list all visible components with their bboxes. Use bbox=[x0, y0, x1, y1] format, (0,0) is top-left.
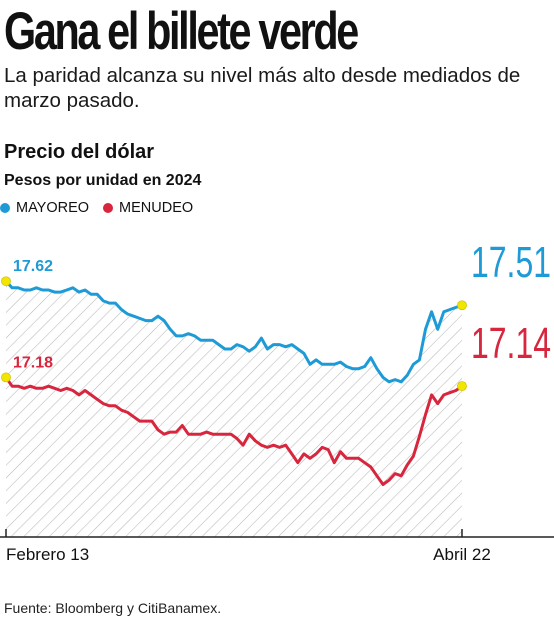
chart-legend: MAYOREO MENUDEO bbox=[0, 200, 207, 216]
marker-end-mayoreo bbox=[457, 300, 467, 311]
start-value-label-menudeo: 17.18 bbox=[13, 354, 53, 371]
marker-end-menudeo bbox=[457, 381, 467, 392]
legend-swatch-mayoreo bbox=[0, 203, 10, 213]
start-value-label-mayoreo: 17.62 bbox=[13, 258, 53, 275]
legend-item-mayoreo: MAYOREO bbox=[0, 200, 89, 216]
x-tick-label-end: Abril 22 bbox=[433, 545, 491, 564]
end-value-label-menudeo: 17.14 bbox=[471, 319, 551, 368]
marker-start-menudeo bbox=[1, 372, 11, 383]
series-line-mayoreo bbox=[4, 280, 463, 384]
source-note: Fuente: Bloomberg y CitiBanamex. bbox=[4, 600, 222, 616]
series-line-menudeo bbox=[4, 376, 463, 486]
chart-title: Precio del dólar bbox=[4, 141, 155, 163]
legend-label-menudeo: MENUDEO bbox=[119, 200, 194, 216]
hatched-area bbox=[6, 281, 462, 537]
legend-swatch-menudeo bbox=[103, 203, 114, 213]
chart-subtitle: Pesos por unidad en 2024 bbox=[4, 172, 202, 189]
marker-start-mayoreo bbox=[1, 276, 11, 287]
headline: Gana el billete verde bbox=[4, 2, 359, 61]
subheadline: La paridad alcanza su nivel más alto des… bbox=[4, 64, 521, 112]
legend-label-mayoreo: MAYOREO bbox=[16, 200, 90, 216]
end-value-label-mayoreo: 17.51 bbox=[471, 238, 551, 287]
x-tick-label-start: Febrero 13 bbox=[6, 545, 89, 564]
legend-item-menudeo: MENUDEO bbox=[103, 200, 193, 216]
